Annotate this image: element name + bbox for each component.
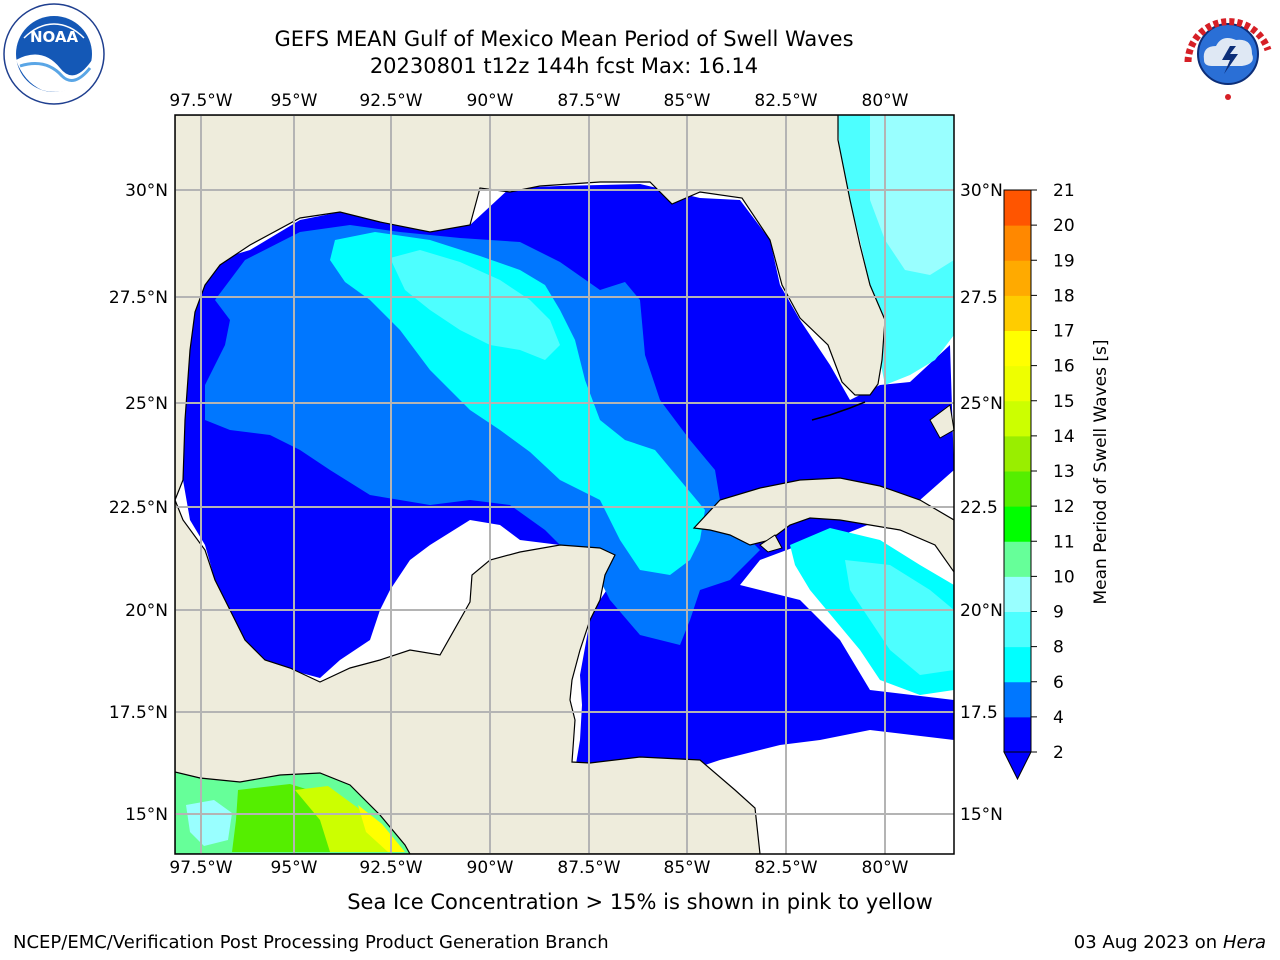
map-plot-area xyxy=(175,115,954,854)
lon-ticks-top: 97.5°W 95°W 92.5°W 90°W 87.5°W 85°W 82.5°W 80°W xyxy=(169,91,908,111)
colorbar-tick-label: 4 xyxy=(1053,708,1064,728)
colorbar-bin xyxy=(1004,611,1031,648)
lat-tick-left: 30°N xyxy=(125,181,168,201)
colorbar-tick-label: 9 xyxy=(1053,603,1064,623)
colorbar-bin xyxy=(1004,225,1031,261)
colorbar-tick-label: 6 xyxy=(1053,673,1064,693)
lat-tick-right: 27.5 xyxy=(960,288,998,308)
colorbar-tick-label: 18 xyxy=(1053,286,1075,306)
land-isle-youth xyxy=(759,534,783,553)
colorbar-bin xyxy=(1004,716,1031,753)
lon-ticks-bottom: 97.5°W 95°W 92.5°W 90°W 87.5°W 85°W 82.5°W 80°W xyxy=(169,858,908,878)
colorbar-tick-label: 11 xyxy=(1053,532,1075,552)
colorbar-tick-label: 8 xyxy=(1053,638,1064,658)
noaa-logo: NOAA xyxy=(3,3,105,105)
colorbar-tick-label: 12 xyxy=(1053,497,1075,517)
land-cuba xyxy=(692,477,954,574)
lon-tick-top: 82.5°W xyxy=(754,91,817,111)
colorbar-bin xyxy=(1004,330,1031,367)
lat-tick-left: 20°N xyxy=(125,601,168,621)
map-frame xyxy=(174,114,955,855)
lon-tick-top: 80°W xyxy=(862,91,909,111)
lon-tick-top: 85°W xyxy=(664,91,711,111)
date-text: 03 Aug 2023 on xyxy=(1073,932,1218,953)
colorbar-label: Mean Period of Swell Waves [s] xyxy=(1091,340,1111,605)
colorbar-bin xyxy=(1004,506,1031,542)
lon-tick-bottom: 82.5°W xyxy=(754,858,817,878)
nws-logo xyxy=(1178,4,1278,104)
credit-text: NCEP/EMC/Verification Post Processing Pr… xyxy=(13,932,609,953)
lon-tick-bottom: 95°W xyxy=(271,858,318,878)
colorbar-extend-arrow xyxy=(1003,751,1032,781)
lat-ticks-right: 30°N 27.5 25°N 22.5 20°N 17.5 15°N xyxy=(960,181,1003,825)
swell-band-8s xyxy=(390,250,560,360)
colorbar-tick-label: 10 xyxy=(1053,567,1075,587)
lon-tick-bottom: 90°W xyxy=(467,858,514,878)
colorbar-bin xyxy=(1004,541,1031,577)
lat-tick-right: 20°N xyxy=(960,601,1003,621)
pacific-cyan xyxy=(186,800,232,846)
colorbar-bin xyxy=(1004,646,1031,683)
swell-band-caribbean-light xyxy=(845,560,954,675)
lon-tick-bottom: 92.5°W xyxy=(359,858,422,878)
date-stamp: 03 Aug 2023 on Hera xyxy=(1074,932,1266,953)
land-bahamas xyxy=(929,404,954,439)
lat-tick-left: 15°N xyxy=(125,805,168,825)
lat-tick-right: 22.5 xyxy=(960,498,998,518)
map-subtitle: 20230801 t12z 144h fcst Max: 16.14 xyxy=(369,54,759,78)
map-title: GEFS MEAN Gulf of Mexico Mean Period of … xyxy=(274,27,854,51)
lat-tick-right: 25°N xyxy=(960,394,1003,414)
colorbar-bin xyxy=(1004,295,1031,331)
lon-tick-top: 95°W xyxy=(271,91,318,111)
colorbar-bin xyxy=(1004,471,1031,507)
colorbar-bin xyxy=(1004,400,1031,437)
noaa-logo-text: NOAA xyxy=(30,28,79,46)
colorbar-tick-label: 19 xyxy=(1053,251,1075,271)
lon-tick-bottom: 80°W xyxy=(862,858,909,878)
lat-tick-left: 27.5°N xyxy=(109,288,168,308)
sea-ice-note: Sea Ice Concentration > 15% is shown in … xyxy=(347,890,933,914)
lon-tick-top: 87.5°W xyxy=(557,91,620,111)
lon-tick-bottom: 87.5°W xyxy=(557,858,620,878)
colorbar-bin xyxy=(1004,681,1031,718)
colorbar-tick-label: 17 xyxy=(1053,322,1075,342)
lon-tick-bottom: 97.5°W xyxy=(169,858,232,878)
colorbar-tick-label: 21 xyxy=(1053,181,1075,201)
colorbar-tick-label: 14 xyxy=(1053,427,1075,447)
colorbar: 2 4 6 8 9 10 11 12 13 14 15 16 17 18 19 20 21 xyxy=(1003,181,1075,781)
colorbar-tick-label: 16 xyxy=(1053,357,1075,377)
colorbar-bin xyxy=(1004,435,1031,472)
colorbar-tick-label: 15 xyxy=(1053,392,1075,412)
colorbar-bin xyxy=(1004,260,1031,296)
colorbar-tick-label: 2 xyxy=(1053,743,1064,763)
lat-tick-left: 25°N xyxy=(125,394,168,414)
lat-tick-right: 30°N xyxy=(960,181,1003,201)
lat-ticks-left: 30°N 27.5°N 25°N 22.5°N 20°N 17.5°N 15°N xyxy=(109,181,168,825)
swell-band-atlantic-light xyxy=(870,115,954,275)
host-name: Hera xyxy=(1222,932,1266,953)
lon-tick-top: 97.5°W xyxy=(169,91,232,111)
lat-tick-left: 22.5°N xyxy=(109,498,168,518)
lat-tick-right: 17.5 xyxy=(960,703,998,723)
lon-tick-top: 90°W xyxy=(467,91,514,111)
land-mexico xyxy=(175,499,761,854)
colorbar-bin xyxy=(1004,190,1031,226)
colorbar-tick-label: 13 xyxy=(1053,462,1075,482)
map-grid xyxy=(175,115,954,854)
lat-tick-left: 17.5°N xyxy=(109,703,168,723)
lon-tick-top: 92.5°W xyxy=(359,91,422,111)
florida-keys xyxy=(811,401,866,421)
colorbar-bin xyxy=(1004,576,1031,612)
lat-tick-right: 15°N xyxy=(960,805,1003,825)
colorbar-bin xyxy=(1004,365,1031,402)
lon-tick-bottom: 85°W xyxy=(664,858,711,878)
pacific-yellow xyxy=(358,805,405,852)
colorbar-tick-label: 20 xyxy=(1053,216,1075,236)
